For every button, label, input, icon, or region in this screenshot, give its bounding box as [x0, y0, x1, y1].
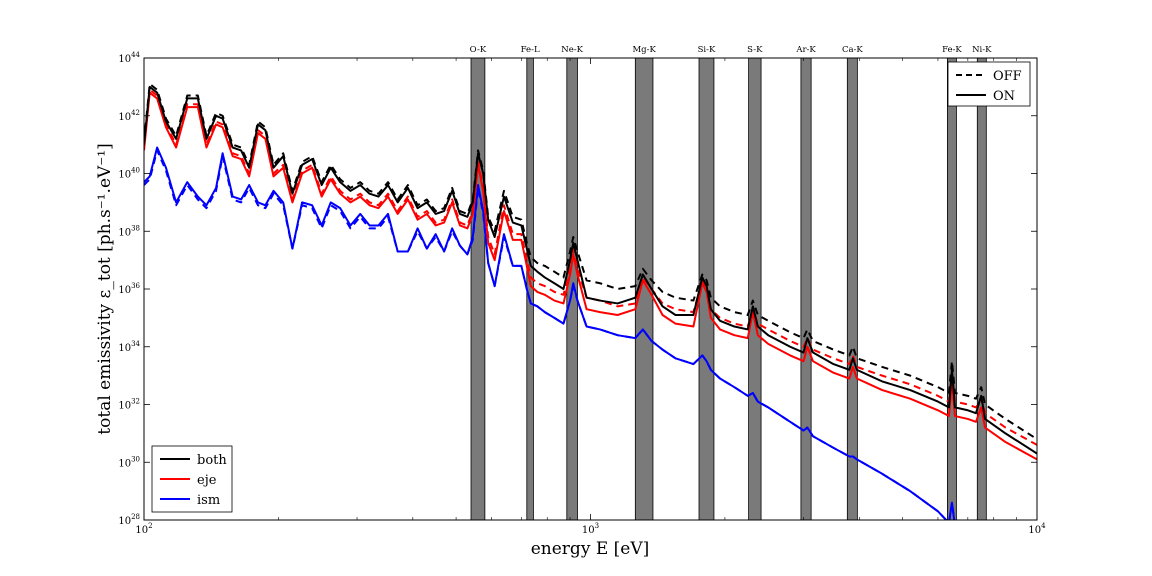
legend-label-both: both: [197, 453, 227, 468]
x-tick-label: 103: [582, 522, 599, 536]
band-s-k: [748, 57, 762, 521]
legend-label-eje: eje: [197, 473, 217, 488]
band-label-fe-k: Fe-K: [942, 45, 962, 55]
plot-frame: [143, 57, 1038, 521]
y-tick-label: 1034: [118, 340, 140, 354]
y-tick-label: 1040: [118, 167, 140, 181]
legend-label-on: ON: [993, 89, 1015, 104]
legend-label-ism: ism: [197, 493, 220, 508]
x-tick-label: 102: [135, 522, 152, 536]
x-tick-label: 104: [1028, 522, 1046, 536]
band-labels: O-K Fe-L Ne-K Mg-K Si-K S-K Ar-K Ca-K Fe-K Ni-K: [470, 45, 992, 55]
band-ni-k: [976, 57, 987, 521]
y-axis-title: total emissivity ε_tot [ph.s⁻¹.eV⁻¹]: [95, 143, 115, 434]
series-both-on: [144, 85, 1037, 455]
band-label-ca-k: Ca-K: [842, 45, 863, 55]
band-o-k: [470, 57, 486, 521]
band-label-ne-k: Ne-K: [561, 45, 583, 55]
y-tick-label: 1044: [118, 51, 140, 65]
band-fe-k: [947, 57, 957, 521]
band-label-fe-l: Fe-L: [521, 45, 540, 55]
series-both-off: [144, 82, 1037, 440]
tick-labels: 102 103 104 1028 1030 1032 1034 1036 1038 1040 104…: [118, 51, 1046, 536]
legend-label-off: OFF: [993, 69, 1022, 84]
y-tick-label: 1038: [118, 224, 140, 238]
axis-ticks: [143, 57, 1038, 521]
band-label-s-k: S-K: [747, 45, 763, 55]
series-eje-off: [144, 88, 1037, 446]
y-tick-label: 1032: [118, 398, 140, 412]
legend-components: both eje ism: [151, 445, 233, 513]
emission-bands: [470, 57, 987, 521]
y-tick-label: 1030: [118, 455, 140, 469]
band-ca-k: [846, 57, 858, 521]
band-ar-k: [800, 57, 812, 521]
y-tick-label: 1028: [118, 513, 140, 527]
band-label-mg-k: Mg-K: [632, 45, 656, 55]
series-ism-off: [144, 149, 956, 520]
band-label-o-k: O-K: [470, 45, 487, 55]
series-ism-on: [144, 146, 956, 520]
legend-states: OFF ON: [947, 61, 1031, 107]
y-tick-label: 1042: [118, 109, 140, 123]
band-label-ar-k: Ar-K: [795, 45, 816, 55]
y-tick-label: 1036: [118, 282, 140, 296]
series-layer: [144, 82, 1037, 520]
legend-states-box: [947, 61, 1031, 107]
band-label-si-k: Si-K: [698, 45, 716, 55]
band-label-ni-k: Ni-K: [972, 45, 992, 55]
series-eje-on: [144, 91, 1037, 461]
x-axis-title: energy E [eV]: [531, 539, 650, 559]
